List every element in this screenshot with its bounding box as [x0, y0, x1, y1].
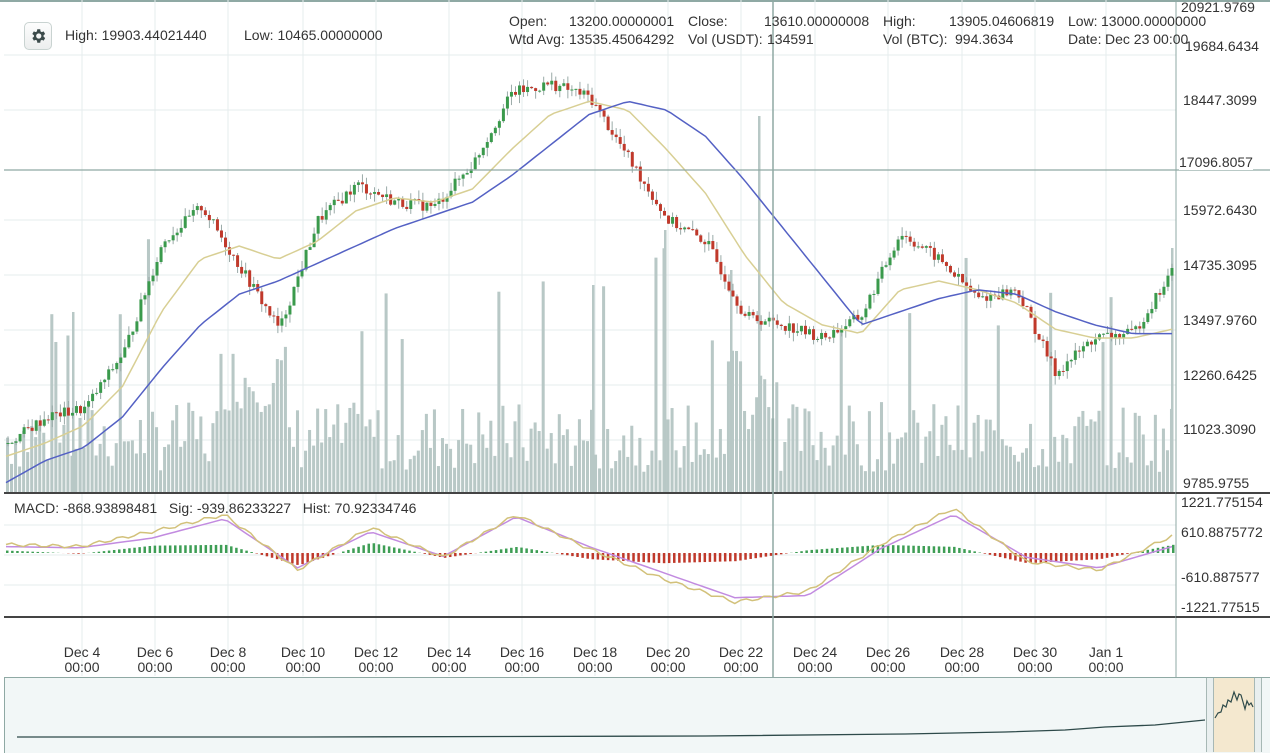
time-axis-time: 00:00: [1088, 659, 1124, 675]
navigator-left-handle[interactable]: [1206, 678, 1214, 752]
price-tick: 18447.3099: [1183, 92, 1257, 108]
time-axis-time: 00:00: [577, 659, 613, 675]
time-axis-time: 00:00: [944, 659, 980, 675]
time-axis-date: Dec 28: [939, 644, 985, 660]
time-axis-date: Dec 24: [792, 644, 838, 660]
time-axis-label: Dec 8 00:00: [193, 645, 263, 675]
date-label: Date:: [1068, 31, 1102, 47]
time-axis-time: 00:00: [64, 659, 100, 675]
open-label: Open:: [509, 13, 548, 29]
time-axis-date: Dec 26: [865, 644, 911, 660]
navigator-window-series: [1214, 690, 1254, 719]
chart-frame-top: [0, 0, 1270, 2]
hist-value: Hist: 70.92334746: [302, 500, 417, 516]
time-axis-time: 00:00: [1017, 659, 1053, 675]
vol-btc-label: Vol (BTC):: [883, 31, 948, 47]
time-axis-label: Jan 1 00:00: [1071, 645, 1141, 675]
vol-btc-value: 994.3634: [955, 31, 1014, 47]
time-axis-date: Dec 8: [209, 644, 247, 660]
macd-tick: -610.887577: [1181, 569, 1260, 585]
high-value: 13905.04606819: [949, 13, 1055, 29]
time-axis-time: 00:00: [431, 659, 467, 675]
time-axis-label: Dec 6 00:00: [120, 645, 190, 675]
wtd-avg-value: 13535.45064292: [569, 31, 675, 47]
time-axis-time: 00:00: [723, 659, 759, 675]
time-axis-time: 00:00: [504, 659, 540, 675]
macd-tick: 610.8875772: [1181, 524, 1263, 540]
price-tick: 12260.6425: [1183, 367, 1257, 383]
signal-value: Sig: -939.86233227: [168, 500, 292, 516]
vol-usdt-value: 134591: [767, 31, 814, 47]
price-chart-canvas[interactable]: [0, 0, 1270, 680]
time-axis-label: Dec 24 00:00: [780, 645, 850, 675]
range-high-label: High: 19903.44021440: [65, 27, 207, 43]
time-axis-date: Dec 6: [136, 644, 174, 660]
time-axis-date: Dec 14: [426, 644, 472, 660]
high-label: High:: [883, 13, 916, 29]
time-axis-date: Dec 18: [572, 644, 618, 660]
time-axis-label: Dec 4 00:00: [47, 645, 117, 675]
close-value: 13610.00000008: [764, 13, 870, 29]
time-axis-label: Dec 18 00:00: [560, 645, 630, 675]
low-label: Low:: [1068, 13, 1098, 29]
time-axis-label: Dec 12 00:00: [341, 645, 411, 675]
open-value: 13200.00000001: [569, 13, 675, 29]
macd-value: MACD: -868.93898481: [14, 500, 158, 516]
price-tick: 14735.3095: [1183, 257, 1257, 273]
macd-tick: -1221.77515: [1181, 599, 1260, 615]
time-axis-date: Dec 12: [353, 644, 399, 660]
time-axis-time: 00:00: [210, 659, 246, 675]
time-axis-label: Dec 20 00:00: [633, 645, 703, 675]
time-axis-time: 00:00: [650, 659, 686, 675]
macd-values: MACD: -868.93898481 Sig: -939.86233227 H…: [14, 500, 416, 516]
low-value: 13000.00000000: [1101, 13, 1207, 29]
price-tick: 20921.9769: [1181, 0, 1255, 15]
navigator-selected-range[interactable]: [1214, 678, 1254, 752]
close-label: Close:: [688, 13, 728, 29]
time-axis-date: Dec 16: [499, 644, 545, 660]
settings-button[interactable]: [24, 22, 52, 50]
gear-icon: [32, 29, 46, 43]
time-axis-label: Dec 30 00:00: [1000, 645, 1070, 675]
price-tick: 9785.9755: [1183, 475, 1250, 491]
date-value: Dec 23 00:00: [1105, 31, 1189, 47]
time-axis-label: Dec 10 00:00: [268, 645, 338, 675]
time-axis-time: 00:00: [797, 659, 833, 675]
time-axis-time: 00:00: [870, 659, 906, 675]
crosshair-price-label: 17096.8057: [1179, 154, 1253, 170]
time-axis-label: Dec 14 00:00: [414, 645, 484, 675]
time-axis-date: Dec 30: [1012, 644, 1058, 660]
navigator-series: [17, 719, 1206, 738]
time-axis-label: Dec 22 00:00: [706, 645, 776, 675]
price-tick: 13497.9760: [1183, 312, 1257, 328]
navigator[interactable]: [4, 677, 1270, 753]
navigator-right-handle[interactable]: [1254, 678, 1262, 752]
time-axis-date: Jan 1: [1088, 644, 1124, 660]
price-tick: 19684.6434: [1185, 38, 1259, 54]
macd-tick: 1221.775154: [1181, 494, 1263, 510]
vol-usdt-label: Vol (USDT):: [688, 31, 763, 47]
time-axis-date: Dec 10: [280, 644, 326, 660]
range-low-label: Low: 10465.00000000: [244, 27, 383, 43]
time-axis-date: Dec 22: [718, 644, 764, 660]
time-axis-label: Dec 26 00:00: [853, 645, 923, 675]
time-axis-time: 00:00: [358, 659, 394, 675]
price-tick: 11023.3090: [1183, 421, 1256, 437]
price-tick: 15972.6430: [1183, 202, 1257, 218]
time-axis-label: Dec 28 00:00: [927, 645, 997, 675]
time-axis-time: 00:00: [137, 659, 173, 675]
time-axis-date: Dec 4: [63, 644, 101, 660]
time-axis-time: 00:00: [285, 659, 321, 675]
time-axis-label: Dec 16 00:00: [487, 645, 557, 675]
wtd-avg-label: Wtd Avg:: [509, 31, 565, 47]
time-axis-date: Dec 20: [645, 644, 691, 660]
